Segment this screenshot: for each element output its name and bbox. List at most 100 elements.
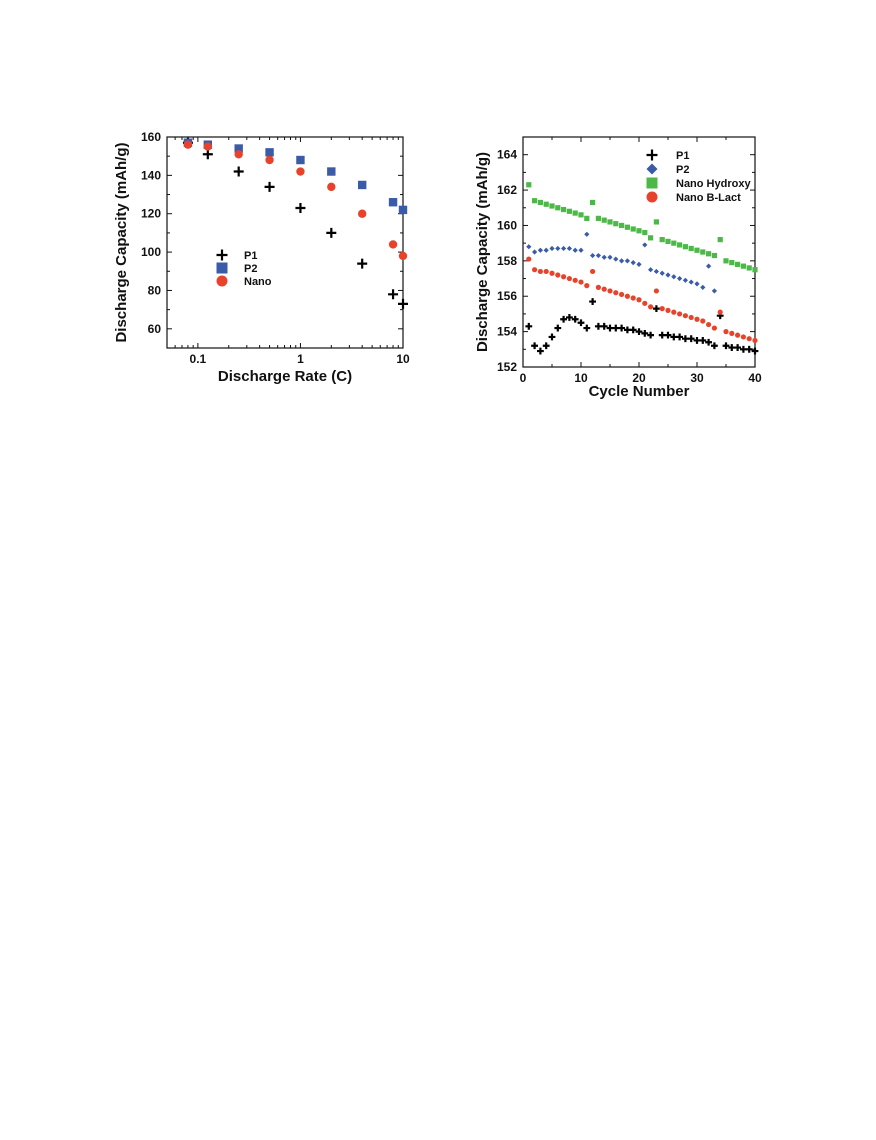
data-point — [648, 235, 654, 241]
data-point — [665, 272, 671, 278]
data-point — [740, 263, 746, 269]
data-point — [388, 289, 399, 300]
data-point — [653, 288, 660, 294]
data-point — [729, 260, 735, 266]
legend-marker — [646, 191, 658, 203]
y-tick-label: 154 — [497, 325, 517, 339]
data-point — [566, 245, 572, 252]
data-point — [571, 315, 579, 323]
data-point — [589, 298, 596, 305]
data-point — [694, 281, 700, 287]
data-point — [624, 293, 631, 299]
data-point — [694, 247, 700, 253]
y-tick-label: 120 — [141, 207, 161, 221]
data-point — [642, 300, 648, 306]
data-point — [636, 297, 642, 303]
data-point — [607, 254, 613, 260]
data-point — [561, 245, 567, 252]
data-point — [619, 258, 625, 264]
data-point — [711, 325, 718, 331]
x-axis-label: Discharge Rate (C) — [218, 368, 352, 385]
data-point — [525, 322, 533, 330]
data-point — [601, 217, 607, 223]
legend-label: P1 — [676, 150, 689, 162]
data-point — [613, 256, 619, 262]
data-point — [601, 286, 607, 292]
data-point — [647, 331, 654, 339]
data-point — [543, 268, 549, 275]
data-point — [705, 338, 712, 346]
data-point — [600, 322, 608, 330]
legend-marker — [216, 262, 228, 274]
data-point — [664, 331, 672, 339]
data-point — [234, 150, 243, 159]
data-point — [746, 265, 752, 271]
y-tick-label: 160 — [141, 130, 161, 144]
y-tick-label: 158 — [497, 254, 517, 268]
data-point — [555, 272, 561, 278]
x-tick-label: 30 — [690, 371, 704, 385]
data-point — [677, 242, 683, 248]
data-point — [688, 279, 694, 285]
data-point — [693, 337, 701, 344]
data-point — [398, 205, 408, 215]
data-point — [711, 252, 717, 259]
data-point — [537, 199, 543, 206]
data-point — [677, 311, 683, 317]
data-point — [752, 337, 758, 344]
data-point — [688, 314, 694, 321]
data-point — [548, 333, 556, 341]
data-point — [555, 245, 561, 252]
data-point — [357, 180, 367, 190]
data-point — [572, 247, 578, 253]
series-p1 — [182, 137, 408, 309]
data-point — [542, 342, 550, 350]
data-point — [659, 270, 665, 276]
data-point — [595, 252, 601, 259]
data-point — [636, 261, 642, 267]
series-nano-hydroxy — [526, 182, 758, 273]
data-point — [740, 334, 747, 340]
y-tick-label: 152 — [497, 360, 517, 374]
x-tick-label: 0 — [520, 371, 527, 385]
data-point — [745, 345, 753, 353]
data-point — [751, 347, 759, 355]
data-point — [554, 324, 562, 332]
data-point — [549, 270, 555, 276]
data-point — [699, 337, 707, 344]
data-point — [613, 290, 619, 296]
data-point — [234, 144, 243, 153]
y-tick-label: 164 — [497, 148, 517, 162]
data-point — [590, 199, 596, 206]
data-point — [682, 277, 688, 283]
data-point — [265, 148, 274, 157]
data-point — [624, 326, 631, 334]
data-point — [584, 283, 590, 289]
data-point — [584, 231, 590, 237]
data-point — [526, 182, 532, 188]
data-point — [265, 155, 274, 165]
data-point — [752, 267, 758, 273]
data-point — [578, 212, 584, 218]
data-point — [398, 298, 408, 309]
data-point — [577, 319, 585, 327]
data-point — [607, 219, 613, 225]
data-point — [636, 228, 642, 234]
data-point — [700, 249, 706, 255]
series-nano — [183, 140, 408, 261]
x-tick-label: 40 — [748, 371, 762, 385]
data-point — [659, 237, 665, 243]
data-point — [555, 205, 561, 211]
data-point — [590, 252, 596, 259]
data-point — [635, 328, 643, 336]
series-nano-b-lact — [526, 256, 758, 344]
data-point — [671, 274, 677, 280]
data-point — [735, 332, 741, 338]
data-point — [659, 306, 665, 312]
y-tick-label: 60 — [148, 322, 162, 336]
data-point — [572, 210, 578, 216]
data-point — [357, 209, 367, 218]
plot-frame — [166, 136, 404, 349]
data-point — [717, 237, 723, 243]
